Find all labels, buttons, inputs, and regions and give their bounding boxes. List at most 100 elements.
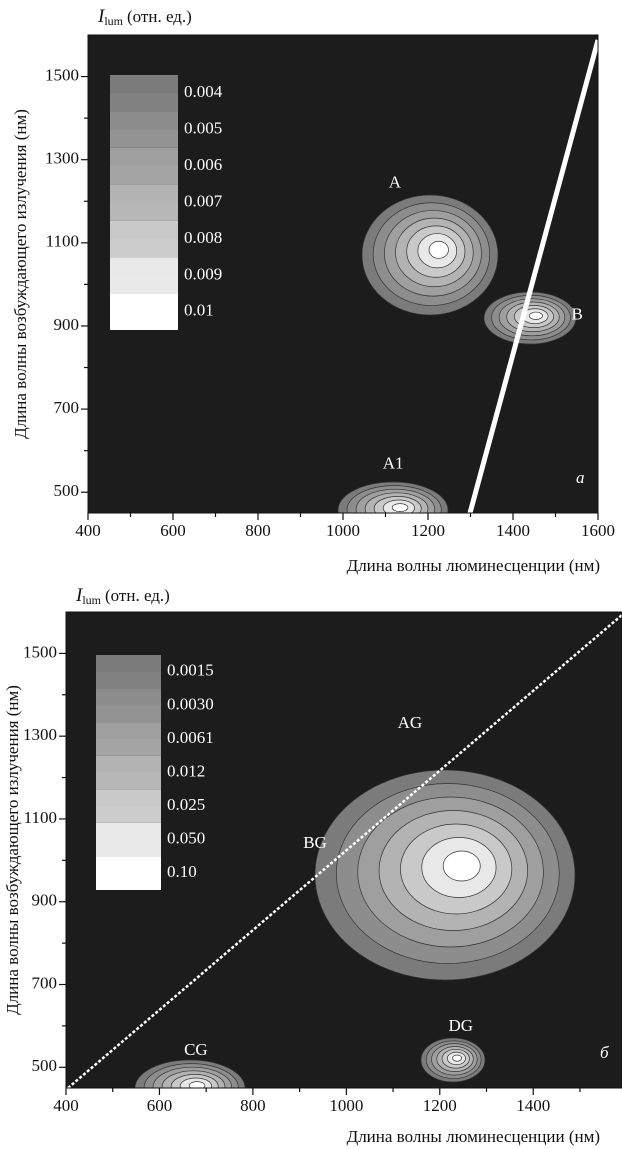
y-tick-label: 1100 (46, 232, 79, 251)
colorbar-title: Ilum (отн. ед.) (97, 6, 192, 27)
y-tick-label: 900 (54, 315, 80, 334)
plot-area (337, 39, 598, 513)
x-tick-label: 600 (147, 1096, 173, 1115)
x-tick-label: 1000 (326, 521, 360, 540)
colorbar-band (110, 238, 178, 258)
colorbar-symbol: I (97, 6, 106, 27)
y-tick-label: 500 (54, 481, 80, 500)
colorbar-band (110, 275, 178, 294)
colorbar-label: 0.005 (184, 119, 222, 138)
y-tick-label: 700 (54, 398, 80, 417)
colorbar-band (96, 839, 161, 857)
colorbar-band (96, 772, 161, 790)
colorbar-band (110, 166, 178, 185)
peak-label: A (389, 172, 402, 191)
y-tick-label: 1100 (24, 808, 57, 827)
contour-shape (391, 503, 409, 512)
colorbar-label: 0.0015 (167, 661, 214, 680)
diagonal-scatter-line (467, 39, 598, 513)
colorbar-band (96, 873, 161, 890)
colorbar-band (110, 129, 178, 148)
colorbar-label: 0.006 (184, 155, 222, 174)
x-tick-label: 1400 (496, 521, 530, 540)
contour-shape (528, 311, 543, 320)
contour-shape (188, 1081, 206, 1088)
y-axis-label: Длина волны возбуждающего излучения (нм) (3, 685, 22, 1015)
y-tick-label: 700 (32, 973, 58, 992)
colorbar-level (110, 293, 178, 330)
colorbar-band (96, 705, 161, 723)
colorbar-label: 0.0030 (167, 694, 214, 713)
colorbar-unit: (отн. ед.) (127, 7, 192, 26)
colorbar-label: 0.025 (167, 795, 205, 814)
colorbar-label: 0.10 (167, 862, 197, 881)
x-tick-label: 1000 (329, 1096, 363, 1115)
y-axis-label: Длина волны возбуждающего излучения (нм) (11, 109, 30, 439)
y-tick-label: 1500 (23, 642, 57, 661)
colorbar-label: 0.009 (184, 264, 222, 283)
x-tick-label: 800 (240, 1096, 266, 1115)
colorbar-subscript: lum (104, 14, 123, 28)
colorbar-subscript: lum (82, 593, 101, 607)
colorbar-level (96, 822, 161, 857)
contour-shape (428, 240, 449, 259)
plot-frame (65, 611, 622, 1089)
colorbar-level (96, 856, 161, 890)
colorbar-level (96, 688, 161, 723)
colorbar-label: 0.008 (184, 228, 222, 247)
x-tick-label: 1200 (411, 521, 445, 540)
y-tick-label: 1500 (45, 65, 79, 84)
colorbar-unit: (отн. ед.) (105, 586, 170, 605)
peak-label: CG (184, 1040, 208, 1059)
colorbar-level (110, 75, 178, 112)
x-tick-label: 1400 (516, 1096, 550, 1115)
colorbar-level (110, 257, 178, 294)
y-tick-label: 1300 (45, 149, 79, 168)
colorbar-level (110, 111, 178, 148)
x-tick-label: 1600 (581, 521, 615, 540)
colorbar-label: 0.0061 (167, 728, 214, 747)
x-tick-label: 400 (75, 521, 101, 540)
y-tick-label: 500 (32, 1056, 58, 1075)
colorbar-level (110, 184, 178, 221)
colorbar-band (96, 671, 161, 689)
x-tick-label: 600 (160, 521, 186, 540)
colorbar-symbol: I (75, 585, 84, 606)
colorbar-title: Ilum (отн. ед.) (75, 585, 170, 606)
colorbar-band (96, 806, 161, 823)
contour-shape (452, 1054, 463, 1062)
colorbar-band (110, 202, 178, 221)
panel-label: б (600, 1043, 609, 1062)
colorbar-level (96, 789, 161, 823)
colorbar-band (96, 738, 161, 756)
colorbar-label: 0.004 (184, 82, 223, 101)
x-tick-label: 400 (53, 1096, 79, 1115)
y-tick-label: 900 (32, 891, 58, 910)
y-tick-label: 1300 (23, 725, 57, 744)
colorbar-level (96, 655, 161, 689)
x-tick-label: 1200 (423, 1096, 457, 1115)
peak-label: B (572, 304, 583, 323)
colorbar-level (96, 722, 161, 756)
contour-shape (442, 850, 481, 882)
peak-label: A1 (383, 453, 404, 472)
colorbar-label: 0.01 (184, 301, 214, 320)
colorbar-level (96, 755, 161, 790)
plot-area (67, 614, 622, 1088)
peak-label: BG (303, 833, 327, 852)
colorbar-label: 0.007 (184, 191, 223, 210)
diagonal-scatter-line (67, 614, 622, 1088)
colorbar-label: 0.012 (167, 761, 205, 780)
panel-label: a (576, 468, 585, 487)
x-axis-label: Длина волны люминесценции (нм) (347, 556, 600, 575)
colorbar-level (110, 147, 178, 185)
peak-label: DG (449, 1016, 474, 1035)
x-axis-label: Длина волны люминесценции (нм) (347, 1127, 600, 1146)
peak-label: AG (398, 713, 423, 732)
x-tick-label: 800 (245, 521, 271, 540)
colorbar-label: 0.050 (167, 829, 205, 848)
colorbar-band (110, 311, 178, 330)
colorbar-band (110, 93, 178, 112)
colorbar-level (110, 220, 178, 258)
